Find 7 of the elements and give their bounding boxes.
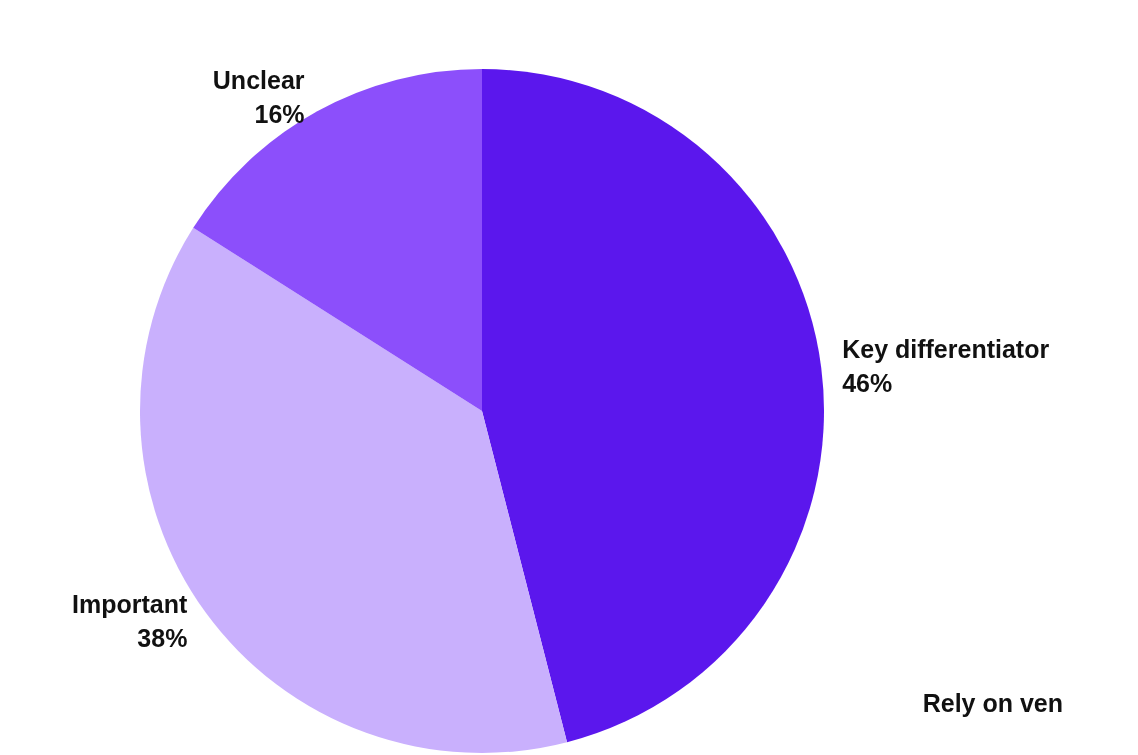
slice-label: Unclear — [212, 66, 305, 95]
data-label: 16% — [254, 100, 305, 129]
slice-label: Key differentiator — [842, 335, 1050, 364]
text: Rely on ven — [922, 688, 1064, 717]
slice-label: Important — [72, 590, 189, 619]
data-label: 38% — [137, 624, 188, 653]
data-label: 46% — [842, 369, 893, 398]
